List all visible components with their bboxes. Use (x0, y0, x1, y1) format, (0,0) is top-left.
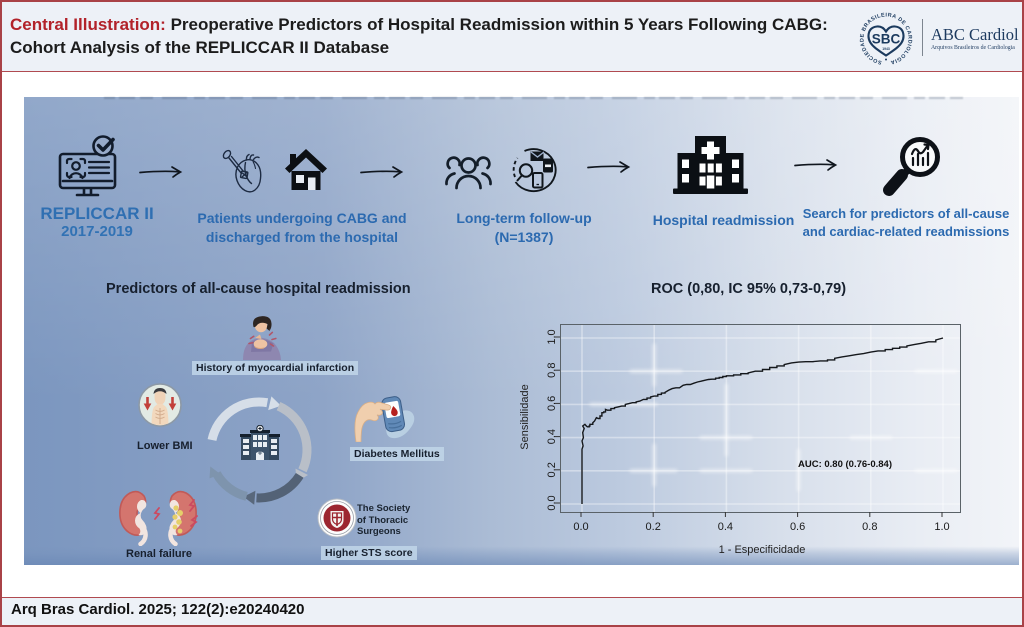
svg-text:0.0: 0.0 (573, 521, 588, 533)
svg-text:0.6: 0.6 (546, 396, 558, 411)
svg-text:1943: 1943 (882, 47, 890, 51)
svg-text:0.2: 0.2 (546, 462, 558, 477)
svg-text:0.4: 0.4 (546, 429, 558, 444)
svg-text:0.2: 0.2 (646, 521, 661, 533)
svg-text:SBC: SBC (872, 32, 901, 47)
svg-text:0.4: 0.4 (718, 521, 733, 533)
svg-text:0.8: 0.8 (862, 521, 877, 533)
svg-text:1.0: 1.0 (546, 329, 558, 344)
svg-text:0.8: 0.8 (546, 363, 558, 378)
svg-text:0.6: 0.6 (790, 521, 805, 533)
svg-text:1.0: 1.0 (934, 521, 949, 533)
svg-text:0.0: 0.0 (546, 495, 558, 510)
